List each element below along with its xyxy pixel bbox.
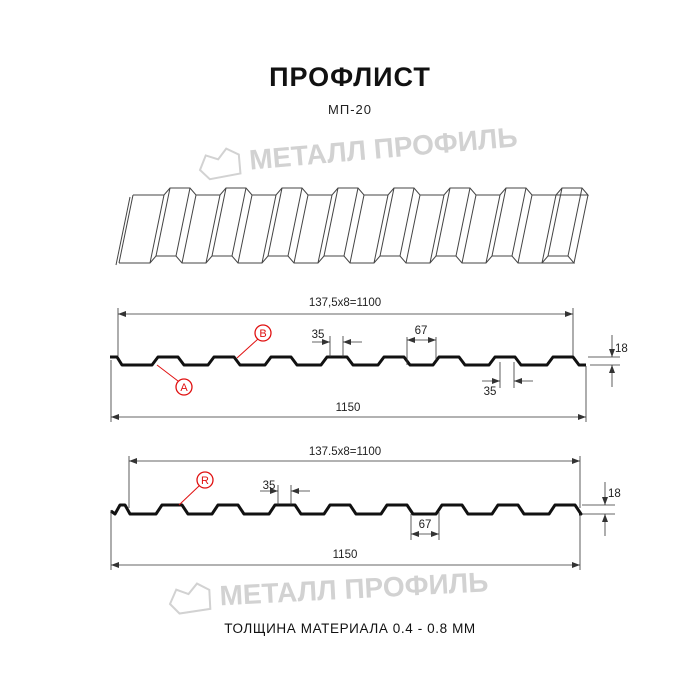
- sheet-edge-line: [461, 194, 477, 264]
- page-title: ПРОФЛИСТ: [269, 62, 431, 92]
- rib-top-dimension-label: 35: [263, 480, 276, 492]
- height-dimension-label: 18: [615, 343, 628, 355]
- watermark-text: МЕТАЛЛ ПРОФИЛЬ: [248, 121, 519, 175]
- profile-1-section: [110, 355, 586, 367]
- sheet-edge-line: [267, 187, 283, 257]
- height-dimension-label: 18: [608, 488, 621, 500]
- profile-2: 137.5x8=1100 1150 35 67 18 R: [110, 446, 621, 570]
- label-a: A: [156, 364, 193, 396]
- pitch-dimension-label: 137,5x8=1100: [309, 297, 381, 309]
- rib-top-dimension-label: 35: [312, 329, 325, 341]
- sheet-edge-line: [485, 194, 501, 264]
- profile-2-dimension-lines: [110, 456, 615, 570]
- sheet-edge-line: [323, 187, 339, 257]
- sheet-edge-line: [379, 187, 395, 257]
- sheet-edge-line: [491, 187, 507, 257]
- sheet-edge-line: [231, 187, 247, 257]
- material-thickness-note: ТОЛЩИНА МАТЕРИАЛА 0.4 - 0.8 ММ: [224, 621, 476, 636]
- sheet-edge-line: [149, 194, 165, 264]
- profile-2-section: [110, 503, 583, 516]
- label-b: B: [236, 324, 272, 359]
- watermark-1: МЕТАЛЛ ПРОФИЛЬ: [198, 121, 519, 181]
- width-dimension-label: 1150: [333, 549, 358, 561]
- model-subtitle: МП-20: [328, 102, 372, 117]
- watermark-logo-icon: [198, 147, 242, 181]
- rib-bottom-dimension-label: 35: [484, 386, 497, 398]
- sheet-edge-line: [541, 194, 557, 264]
- sheet-edge-line: [175, 187, 191, 257]
- sheet-edge-line: [517, 194, 533, 264]
- sheet-outline: [119, 255, 576, 264]
- sheet-edge-line: [547, 187, 563, 257]
- label-a-text: A: [180, 382, 188, 394]
- sheet-edge-line: [181, 194, 197, 264]
- sheet-edge-line: [287, 187, 303, 257]
- sheet-edge-line: [118, 194, 134, 264]
- label-b-text: B: [259, 328, 266, 340]
- watermark-logo-icon: [168, 582, 212, 615]
- sheet-edge-line: [429, 194, 445, 264]
- sheet-edge-line: [349, 194, 365, 264]
- profile-1-dimension-lines: [110, 308, 620, 422]
- watermark-text: МЕТАЛЛ ПРОФИЛЬ: [219, 566, 489, 611]
- profile-1: 137,5x8=1100 1150 35 67 35 18 B A: [110, 297, 628, 422]
- sheet-edge-line: [573, 194, 589, 264]
- width-dimension-label: 1150: [336, 402, 361, 414]
- sheet-edge-line: [261, 194, 277, 264]
- sheet-edge-line: [155, 187, 171, 257]
- sheet-edge-line: [317, 194, 333, 264]
- sheet-edge-line: [211, 187, 227, 257]
- sheet-edge-line: [237, 194, 253, 264]
- label-r: R: [178, 471, 214, 506]
- sheet-edge-line: [399, 187, 415, 257]
- pitch-dimension-label: 137.5x8=1100: [309, 446, 381, 458]
- sheet-edge-line: [293, 194, 309, 264]
- watermark-2: МЕТАЛЛ ПРОФИЛЬ: [168, 566, 489, 615]
- trough-dimension-label: 67: [419, 519, 432, 531]
- sheet-edge-line: [405, 194, 421, 264]
- sheet-edge-line: [435, 187, 451, 257]
- trough-dimension-label: 67: [415, 325, 428, 337]
- sheet-edge-line: [115, 196, 131, 266]
- label-r-text: R: [201, 475, 209, 487]
- sheet-isometric-view: [115, 187, 590, 266]
- sheet-edge-line: [343, 187, 359, 257]
- sheet-edge-line: [205, 194, 221, 264]
- sheet-edge-line: [567, 187, 583, 257]
- sheet-edge-line: [511, 187, 527, 257]
- sheet-edge-line: [373, 194, 389, 264]
- sheet-edge-line: [455, 187, 471, 257]
- sheet-outline: [133, 187, 590, 196]
